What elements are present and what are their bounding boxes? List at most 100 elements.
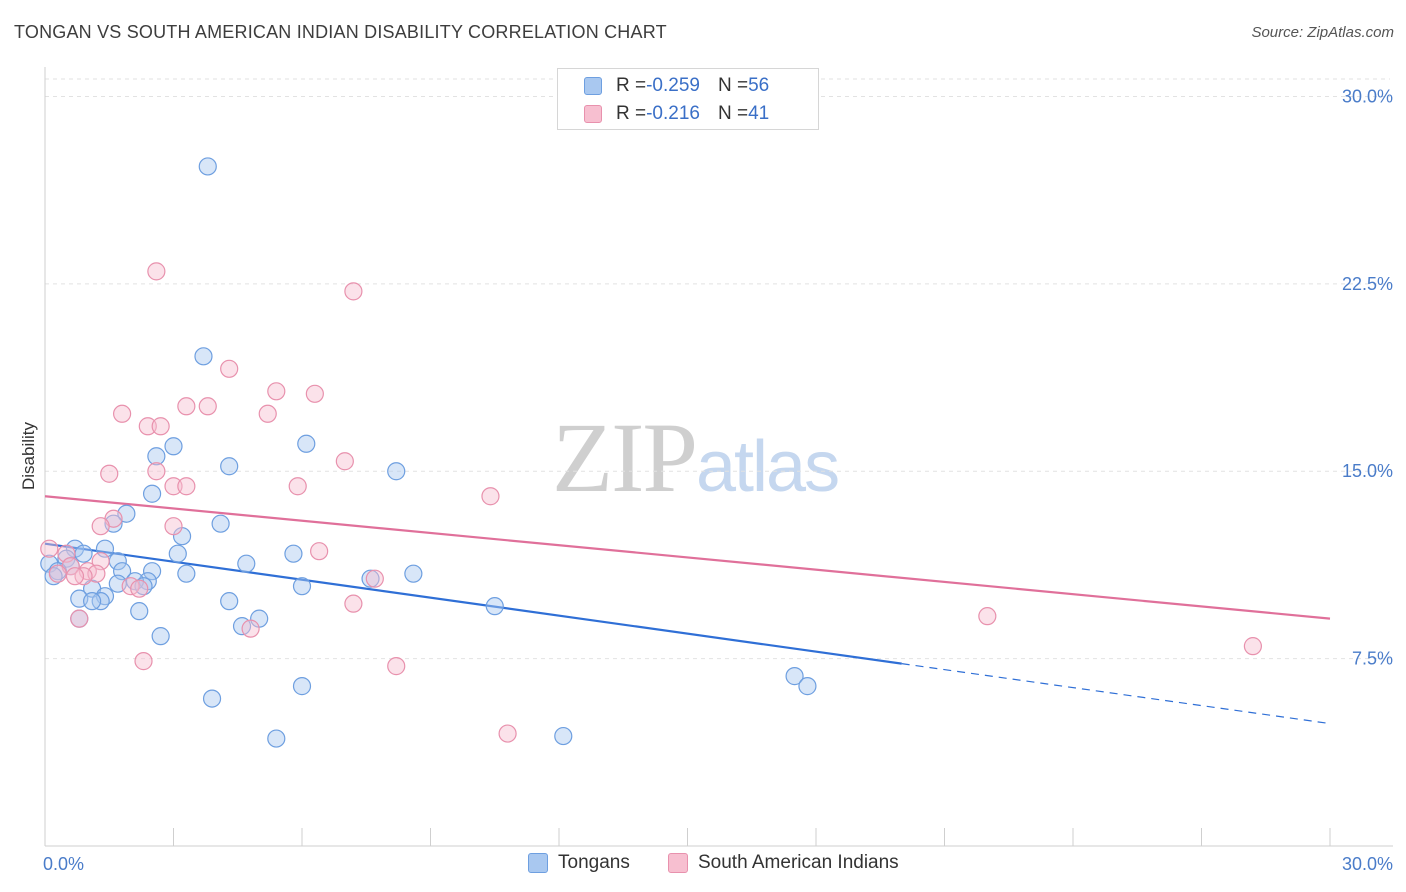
point-tongan [147,447,166,466]
legend-n-label: N = [717,75,749,96]
point-tongan [220,592,239,611]
legend-item-tongans[interactable]: Tongans [528,852,630,874]
legend-r-label: R = [616,103,647,124]
point-tongan [168,544,187,563]
y-tick-label: 7.5% [1352,649,1393,669]
legend-n-label: N = [717,103,749,124]
point-south-american-indian [48,564,67,583]
point-south-american-indian [498,724,517,743]
point-tongan [361,569,380,588]
watermark: ZIPatlas [552,400,840,515]
point-tongan [211,514,230,533]
point-south-american-indian [91,517,110,536]
point-south-american-indian [258,404,277,423]
x-tick-label: 30.0% [1342,854,1393,874]
trend-line-extension-0 [901,663,1331,725]
legend-r-label: R = [616,75,647,96]
point-south-american-indian [130,579,149,598]
point-tongan [130,602,149,621]
legend-r-value: -0.259 [646,75,700,96]
point-tongan [267,729,286,748]
point-tongan [151,627,170,646]
source-label: Source: ZipAtlas.com [1251,24,1394,41]
point-tongan [292,577,312,596]
point-south-american-indian [310,542,329,561]
point-tongan [202,689,222,708]
trend-line-0 [44,542,902,665]
watermark-atlas: atlas [696,427,840,507]
point-south-american-indian [70,609,89,628]
legend-label-south-american-indians: South American Indians [698,852,899,873]
point-tongan [198,157,217,176]
legend-swatch-south-american-indians [584,105,602,123]
point-tongan [142,562,162,581]
legend-item-south-american-indians[interactable]: South American Indians [668,852,899,874]
point-tongan [74,544,93,563]
point-south-american-indian [164,477,183,496]
point-south-american-indian [151,417,170,436]
data-points [40,157,1263,748]
point-south-american-indian [481,487,500,506]
point-south-american-indian [198,397,217,416]
legend-swatch-tongans [528,853,548,873]
point-south-american-indian [344,282,363,301]
point-tongan [284,544,303,563]
point-south-american-indian [100,464,119,483]
legend-n-value: 56 [748,75,770,96]
point-south-american-indian [164,517,183,536]
legend-n-value: 41 [748,103,770,124]
point-tongan [292,677,312,696]
point-tongan [142,484,162,503]
point-south-american-indian [112,404,132,423]
tick-labels: 7.5% 15.0% 22.5% 30.0% 0.0% 30.0% [43,86,1393,874]
point-south-american-indian [147,262,166,281]
point-south-american-indian [220,359,239,378]
point-tongan [83,592,102,611]
point-south-american-indian [288,477,307,496]
point-south-american-indian [365,569,384,588]
point-tongan [177,564,196,583]
y-axis-label: Disability [19,421,38,490]
point-south-american-indian [134,652,153,671]
point-south-american-indian [335,452,354,471]
legend-swatch-tongans [584,77,602,95]
point-south-american-indian [305,384,324,403]
point-south-american-indian [177,397,196,416]
point-tongan [220,457,239,476]
watermark-zip: ZIP [552,402,698,513]
trend-line-1 [44,495,1331,620]
trend-lines [44,495,1331,725]
legend-row-south-american-indians: R = -0.216 N = 41 [584,101,769,127]
point-south-american-indian [387,657,406,676]
point-south-american-indian [177,477,196,496]
y-tick-label: 30.0% [1342,86,1393,106]
point-tongan [554,726,573,746]
point-tongan [485,597,504,616]
point-tongan [194,347,213,366]
point-south-american-indian [344,594,363,613]
point-south-american-indian [40,539,59,558]
point-south-american-indian [1243,637,1263,656]
point-tongan [785,667,804,686]
point-south-american-indian [241,619,260,638]
point-tongan [297,434,316,453]
point-tongan [164,437,183,456]
chart-title: TONGAN VS SOUTH AMERICAN INDIAN DISABILI… [14,22,667,42]
point-south-american-indian [138,417,157,436]
point-tongan [237,554,256,573]
point-south-american-indian [978,607,997,626]
legend-r-value: -0.216 [646,103,700,124]
legend-swatch-south-american-indians [668,853,688,873]
point-south-american-indian [65,567,85,586]
legend-label-tongans: Tongans [558,852,630,873]
x-tick-label: 0.0% [43,854,84,874]
point-south-american-indian [147,462,166,481]
y-tick-label: 22.5% [1342,274,1393,294]
axes [44,67,1393,847]
series-legend: Tongans South American Indians [0,852,1406,878]
legend-row-tongans: R = -0.259 N = 56 [584,73,769,99]
point-tongan [798,677,817,696]
correlation-legend: R = -0.259 N = 56 R = -0.216 N = 41 [557,68,819,130]
point-tongan [387,462,406,481]
